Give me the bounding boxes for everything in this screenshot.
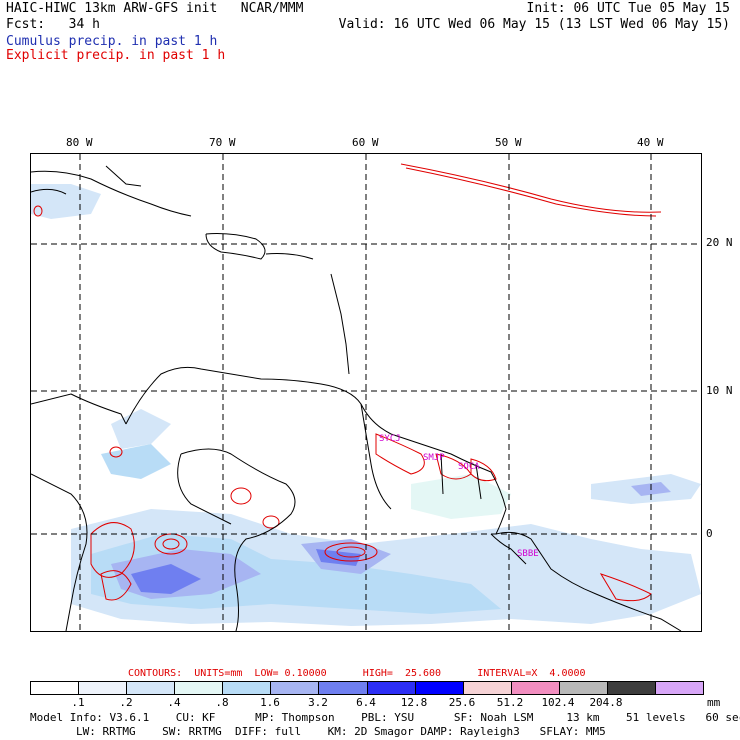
colorbar-swatch bbox=[31, 682, 80, 694]
colorbar-swatch bbox=[271, 682, 320, 694]
colorbar-label: 102.4 bbox=[541, 696, 575, 709]
colorbar-swatch bbox=[223, 682, 272, 694]
colorbar-label: 1.6 bbox=[260, 696, 280, 709]
colorbar-label: .8 bbox=[215, 696, 229, 709]
lat-lon-grid bbox=[31, 154, 701, 631]
init-time: Init: 06 UTC Tue 05 May 15 bbox=[526, 1, 731, 16]
colorbar-label: .1 bbox=[71, 696, 85, 709]
plot-title: HAIC-HIWC 13km ARW-GFS init NCAR/MMM bbox=[6, 1, 304, 16]
lon-label-70w: 70 W bbox=[209, 136, 236, 149]
explicit-precip-contours bbox=[33, 163, 662, 602]
station-label-soca: SOCA bbox=[458, 462, 480, 472]
colorbar-swatch bbox=[607, 682, 657, 694]
colorbar-unit: mm bbox=[707, 696, 721, 709]
legend-cumulus-precip: Cumulus precip. in past 1 h bbox=[6, 34, 218, 49]
legend-explicit-precip: Explicit precip. in past 1 h bbox=[6, 48, 226, 63]
precip-map: SYCJ SMJP SOCA SBBE bbox=[30, 153, 702, 632]
cumulus-precip-areas bbox=[31, 184, 701, 626]
station-label-sbbe: SBBE bbox=[517, 549, 539, 559]
contours-info: CONTOURS: UNITS=mm LOW= 0.10000 HIGH= 25… bbox=[128, 668, 586, 679]
colorbar-swatch bbox=[559, 682, 608, 694]
colorbar-swatch bbox=[511, 682, 560, 694]
colorbar-label: 12.8 bbox=[400, 696, 428, 709]
colorbar-label: .2 bbox=[119, 696, 133, 709]
model-info-line-2: LW: RRTMG SW: RRTMG DIFF: full KM: 2D Sm… bbox=[76, 725, 606, 738]
colorbar-label: .4 bbox=[167, 696, 181, 709]
colorbar-swatch bbox=[367, 682, 416, 694]
colorbar-label: 51.2 bbox=[496, 696, 524, 709]
colorbar-swatch bbox=[175, 682, 224, 694]
map-canvas: SYCJ SMJP SOCA SBBE bbox=[31, 154, 701, 631]
colorbar-swatch bbox=[463, 682, 512, 694]
coastlines bbox=[31, 165, 682, 631]
lon-label-40w: 40 W bbox=[637, 136, 664, 149]
station-label-sycj: SYCJ bbox=[379, 434, 401, 444]
colorbar-swatch bbox=[656, 682, 704, 694]
colorbar-swatch bbox=[79, 682, 128, 694]
lat-label-equator: 0 bbox=[706, 527, 713, 540]
forecast-hour: Fcst: 34 h bbox=[6, 17, 100, 32]
colorbar-label: 6.4 bbox=[356, 696, 376, 709]
lon-label-60w: 60 W bbox=[352, 136, 379, 149]
colorbar-label: 25.6 bbox=[448, 696, 476, 709]
colorbar-swatch bbox=[415, 682, 464, 694]
station-label-smjp: SMJP bbox=[423, 453, 445, 463]
lon-label-50w: 50 W bbox=[495, 136, 522, 149]
colorbar-label: 3.2 bbox=[308, 696, 328, 709]
valid-time: Valid: 16 UTC Wed 06 May 15 (13 LST Wed … bbox=[338, 17, 730, 32]
colorbar-swatch bbox=[319, 682, 368, 694]
colorbar-label: 204.8 bbox=[589, 696, 623, 709]
lon-label-80w: 80 W bbox=[66, 136, 93, 149]
precip-colorbar bbox=[30, 681, 704, 695]
lat-label-20n: 20 N bbox=[706, 236, 733, 249]
colorbar-swatch bbox=[127, 682, 176, 694]
model-info-line-1: Model Info: V3.6.1 CU: KF MP: Thompson P… bbox=[30, 711, 740, 724]
lat-label-10n: 10 N bbox=[706, 384, 733, 397]
